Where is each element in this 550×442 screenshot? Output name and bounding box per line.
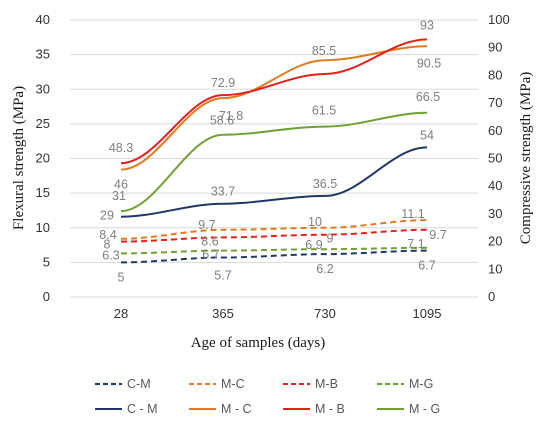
y-left-tick-label: 20 <box>36 151 50 166</box>
y-left-tick-label: 5 <box>43 254 50 269</box>
series-line-m-c <box>120 219 428 240</box>
data-label: 6.2 <box>316 262 333 276</box>
data-label: 61.5 <box>312 104 336 118</box>
legend-label: M-C <box>221 377 245 391</box>
series-line-c-m <box>120 146 428 218</box>
data-label: 90.5 <box>417 56 441 70</box>
data-label: 85.5 <box>312 44 336 58</box>
legend-label: C - M <box>127 402 158 416</box>
data-label: 8.4 <box>99 228 116 242</box>
y-right-tick-label: 90 <box>488 40 502 55</box>
legend-label: M-G <box>409 377 433 391</box>
data-label: 10 <box>308 215 322 229</box>
x-tick-label: 365 <box>212 306 234 321</box>
data-label: 7.1 <box>407 237 424 251</box>
series-line-m-b <box>120 228 428 243</box>
data-label: 5.7 <box>214 269 231 283</box>
y-left-tick-label: 35 <box>36 47 50 62</box>
data-label: 66.5 <box>416 90 440 104</box>
data-label: 36.5 <box>313 177 337 191</box>
y-right-tick-label: 80 <box>488 67 502 82</box>
data-label: 8.6 <box>201 234 218 248</box>
legend-label: M - G <box>409 402 440 416</box>
data-label: 9.7 <box>429 228 446 242</box>
data-label: 6.9 <box>305 238 322 252</box>
data-label: 11.1 <box>401 207 424 221</box>
legend: C-M M-C M-B M-G C - M M - C M - B M - G <box>95 377 440 416</box>
y-left-tick-label: 40 <box>36 12 50 27</box>
y-right-tick-label: 30 <box>488 206 502 221</box>
y-right-tick-label: 50 <box>488 151 502 166</box>
y-right-tick-label: 40 <box>488 178 502 193</box>
x-tick-label: 1095 <box>413 306 442 321</box>
series-line-m-b <box>120 38 428 165</box>
y-left-tick-label: 30 <box>36 81 50 96</box>
legend-label: C-M <box>127 377 151 391</box>
y-left-tick-label: 10 <box>36 220 50 235</box>
series-line-m-g <box>120 111 428 213</box>
y-axis-left-title: Flexural strength (MPa) <box>11 86 27 230</box>
y-right-tick-label: 10 <box>488 261 502 276</box>
data-label: 9.7 <box>198 218 215 232</box>
series-line-c-m <box>120 249 428 264</box>
data-label: 93 <box>420 18 434 32</box>
y-left-tick-label: 15 <box>36 185 50 200</box>
data-label: 9 <box>327 232 334 246</box>
series-line-m-g <box>120 246 428 255</box>
data-label: 8 <box>104 238 111 252</box>
y-left-tick-label: 0 <box>43 289 50 304</box>
y-left-tick-label: 25 <box>36 116 50 131</box>
data-label: 6.7 <box>418 259 435 273</box>
data-label: 33.7 <box>211 185 235 199</box>
y-axis-right-title: Compressive strength (MPa) <box>518 72 534 244</box>
data-label: 58.6 <box>210 114 234 128</box>
legend-label: M - C <box>221 402 252 416</box>
data-label: 29 <box>100 209 114 223</box>
y-right-tick-label: 60 <box>488 123 502 138</box>
x-tick-label: 28 <box>114 306 128 321</box>
x-axis-title: Age of samples (days) <box>191 335 326 351</box>
y-right-tick-label: 0 <box>488 289 495 304</box>
x-tick-label: 730 <box>314 306 336 321</box>
legend-label: M-B <box>315 377 338 391</box>
series-line-m-c <box>120 45 428 171</box>
y-right-tick-label: 100 <box>488 12 510 27</box>
data-label: 6.3 <box>102 248 119 262</box>
data-label: 72.9 <box>211 76 235 90</box>
data-label: 5 <box>118 270 125 284</box>
data-label: 48.3 <box>109 141 133 155</box>
data-label: 54 <box>420 128 434 142</box>
data-label: 46 <box>114 178 128 192</box>
data-label: 71.8 <box>219 109 243 123</box>
y-right-tick-label: 70 <box>488 95 502 110</box>
data-label: 6.7 <box>202 248 219 262</box>
data-label: 31 <box>112 189 126 203</box>
legend-label: M - B <box>315 402 345 416</box>
y-right-tick-label: 20 <box>488 234 502 249</box>
